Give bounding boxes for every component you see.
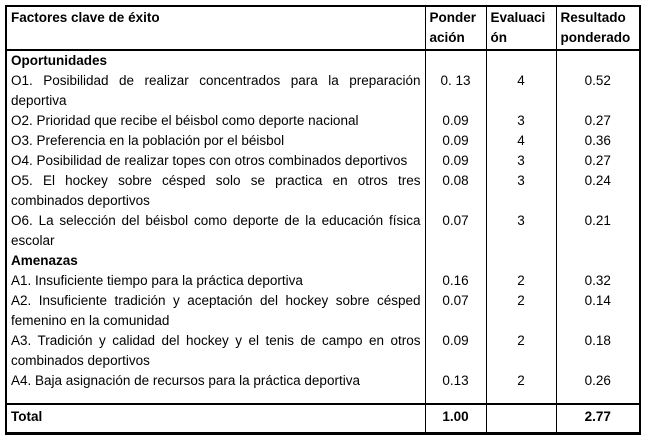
factor-cell: O4. Posibilidad de realizar topes con ot… [11, 153, 408, 168]
resultado-cell: 0.26 [555, 371, 640, 391]
evaluacion-cell: 2 [485, 371, 556, 391]
ponderacion-cell: 0.16 [424, 271, 486, 291]
spacer-cell [555, 391, 640, 404]
col-header-resultado: Resultado ponderado [555, 6, 640, 51]
table-row-o2: O2. Prioridad que recibe el béisbol como… [6, 111, 640, 131]
section-row-oportunidades: Oportunidades [6, 50, 640, 71]
table-body: Oportunidades O1. Posibilidad de realiza… [6, 50, 640, 434]
factor-cell: A1. Insuficiente tiempo para la práctica… [11, 273, 303, 288]
section-label: Oportunidades [11, 53, 108, 68]
spacer-cell [424, 391, 486, 404]
evaluacion-cell: 3 [485, 151, 556, 171]
ponderacion-cell: 0.07 [424, 291, 486, 331]
resultado-cell: 0.18 [555, 331, 640, 371]
col-header-ponderacion-line1: Ponder [429, 10, 477, 25]
ponderacion-cell: 0.13 [424, 371, 486, 391]
section-label: Amenazas [11, 253, 78, 268]
resultado-cell: 0.36 [555, 131, 640, 151]
header-row: Factores clave de éxito Ponder ación Eva… [6, 6, 640, 51]
resultado-cell: 0.24 [555, 171, 640, 211]
resultado-cell: 0.27 [555, 111, 640, 131]
factor-cell: O3. Preferencia en la población por el b… [11, 133, 285, 148]
ponderacion-cell: 0.09 [424, 111, 486, 131]
table-row-a2: A2. Insuficiente tradición y aceptación … [6, 291, 640, 331]
col-header-factores: Factores clave de éxito [6, 6, 425, 51]
table-row-o1: O1. Posibilidad de realizar concentrados… [6, 71, 640, 111]
table-row-a1: A1. Insuficiente tiempo para la práctica… [6, 271, 640, 291]
total-evaluacion-cell [485, 403, 556, 434]
table-row-o3: O3. Preferencia en la población por el b… [6, 131, 640, 151]
evaluacion-cell: 3 [485, 211, 556, 251]
spacer-cell [6, 391, 425, 404]
ponderacion-cell: 0.09 [424, 151, 486, 171]
resultado-cell [555, 251, 640, 271]
ponderacion-cell: 0.09 [424, 131, 486, 151]
resultado-cell: 0.21 [555, 211, 640, 251]
evaluacion-cell: 3 [485, 111, 556, 131]
col-header-resultado-line1: Resultado [560, 10, 626, 25]
total-row: Total 1.00 2.77 [6, 403, 640, 434]
factor-cell: O6. La selección del béisbol como deport… [11, 213, 421, 248]
factor-cell: A4. Baja asignación de recursos para la … [11, 373, 360, 388]
col-header-factores-label: Factores clave de éxito [11, 10, 160, 25]
ponderacion-cell: 0.09 [424, 331, 486, 371]
evaluacion-cell: 2 [485, 331, 556, 371]
resultado-cell: 0.52 [555, 71, 640, 111]
evaluacion-cell: 3 [485, 171, 556, 211]
table-row-o5: O5. El hockey sobre césped solo se pract… [6, 171, 640, 211]
ponderacion-cell [424, 251, 486, 271]
table-row-o6: O6. La selección del béisbol como deport… [6, 211, 640, 251]
evaluacion-cell [485, 251, 556, 271]
table-row-o4: O4. Posibilidad de realizar topes con ot… [6, 151, 640, 171]
evaluacion-cell: 2 [485, 271, 556, 291]
resultado-cell [555, 50, 640, 71]
col-header-evaluacion-line2: ón [490, 30, 508, 45]
resultado-cell: 0.32 [555, 271, 640, 291]
table-header: Factores clave de éxito Ponder ación Eva… [6, 6, 640, 51]
total-ponderacion-cell: 1.00 [424, 403, 486, 434]
total-label: Total [6, 403, 425, 434]
spacer-cell [485, 391, 556, 404]
section-row-amenazas: Amenazas [6, 251, 640, 271]
factor-cell: A2. Insuficiente tradición y aceptación … [11, 293, 421, 328]
evaluacion-cell [485, 50, 556, 71]
ponderacion-cell [424, 50, 486, 71]
col-header-resultado-line2: ponderado [560, 30, 631, 45]
col-header-evaluacion: Evaluaci ón [485, 6, 556, 51]
total-resultado-cell: 2.77 [555, 403, 640, 434]
factor-cell: A3. Tradición y calidad del hockey y el … [11, 333, 421, 368]
col-header-ponderacion: Ponder ación [424, 6, 486, 51]
evaluacion-cell: 2 [485, 291, 556, 331]
ponderacion-cell: 0.07 [424, 211, 486, 251]
resultado-cell: 0.14 [555, 291, 640, 331]
col-header-evaluacion-line1: Evaluaci [490, 10, 546, 25]
factor-cell: O5. El hockey sobre césped solo se pract… [11, 173, 421, 208]
factor-cell: O1. Posibilidad de realizar concentrados… [11, 73, 421, 108]
evaluacion-cell: 4 [485, 131, 556, 151]
evaluacion-cell: 4 [485, 71, 556, 111]
ponderacion-cell: 0.08 [424, 171, 486, 211]
table-row-a4: A4. Baja asignación de recursos para la … [6, 371, 640, 391]
ponderacion-cell: 0. 13 [424, 71, 486, 111]
factor-cell: O2. Prioridad que recibe el béisbol como… [11, 113, 359, 128]
efe-factors-table: Factores clave de éxito Ponder ación Eva… [5, 5, 641, 435]
spacer-row [6, 391, 640, 404]
table-row-a3: A3. Tradición y calidad del hockey y el … [6, 331, 640, 371]
resultado-cell: 0.27 [555, 151, 640, 171]
col-header-ponderacion-line2: ación [429, 30, 465, 45]
